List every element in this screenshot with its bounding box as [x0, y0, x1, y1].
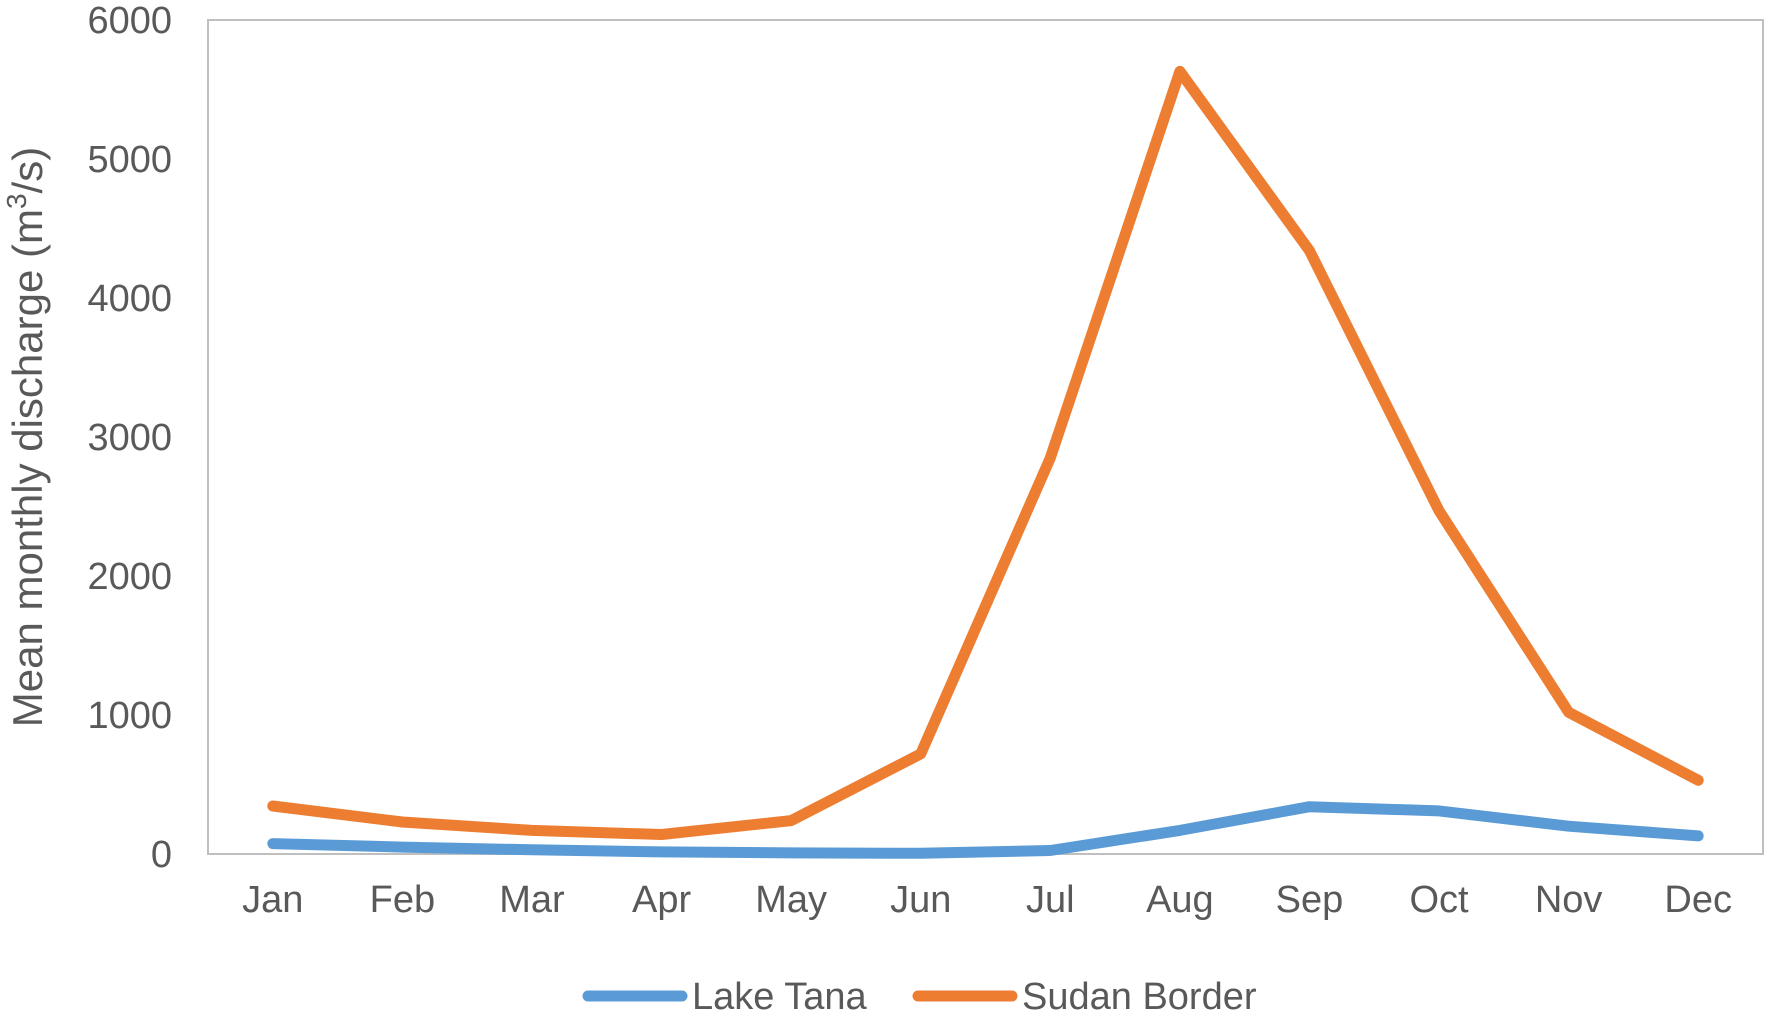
data-point: [1179, 829, 1181, 831]
y-axis-title-superscript: 3: [1, 193, 32, 209]
data-point: [1568, 825, 1570, 827]
y-axis-title: Mean monthly discharge (m3/s): [1, 147, 51, 727]
data-point: [1179, 70, 1181, 72]
legend-label: Lake Tana: [692, 976, 868, 1015]
x-tick-label: Dec: [1664, 879, 1732, 921]
x-tick-label: Oct: [1409, 879, 1469, 921]
data-point: [1697, 779, 1699, 781]
data-point: [1697, 835, 1699, 837]
legend-label: Sudan Border: [1022, 976, 1257, 1015]
series-line-lake-tana: [267, 801, 1704, 859]
y-tick-label: 6000: [87, 0, 172, 42]
series-lines: [267, 65, 1704, 859]
data-point: [1049, 457, 1051, 459]
data-point: [1308, 806, 1310, 808]
series-line-sudan-border: [267, 65, 1704, 840]
data-point: [790, 852, 792, 854]
data-point: [1438, 810, 1440, 812]
y-axis-tick-labels: 0 1000 2000 3000 4000 5000 6000: [87, 0, 172, 876]
data-point: [531, 829, 533, 831]
data-point: [272, 805, 274, 807]
y-tick-label: 0: [151, 834, 172, 876]
data-point: [920, 852, 922, 854]
data-point: [1049, 850, 1051, 852]
x-tick-label: May: [755, 879, 827, 921]
data-point: [661, 834, 663, 836]
x-tick-label: Mar: [499, 879, 565, 921]
data-point: [1568, 711, 1570, 713]
data-point: [531, 849, 533, 851]
y-axis-title-suffix: /s): [4, 147, 51, 194]
data-point: [661, 851, 663, 853]
x-tick-label: Jul: [1026, 879, 1075, 921]
x-tick-label: Jan: [242, 879, 303, 921]
data-point: [1308, 250, 1310, 252]
plot-area: [207, 19, 1764, 855]
y-axis-title-prefix: Mean monthly discharge (m: [4, 209, 51, 727]
data-point: [272, 843, 274, 845]
y-tick-label: 3000: [87, 417, 172, 459]
legend: Lake Tana Sudan Border: [582, 976, 1257, 1015]
x-axis-tick-labels: Jan Feb Mar Apr May Jun Jul Aug Sep Oct Nov Dec: [242, 879, 1732, 921]
x-tick-label: Jun: [890, 879, 951, 921]
x-tick-label: Feb: [370, 879, 435, 921]
x-tick-label: Apr: [632, 879, 691, 921]
x-tick-label: Aug: [1146, 879, 1214, 921]
y-tick-label: 5000: [87, 139, 172, 181]
data-point: [1438, 510, 1440, 512]
data-point: [401, 821, 403, 823]
y-tick-label: 2000: [87, 556, 172, 598]
data-point: [920, 753, 922, 755]
x-tick-label: Sep: [1276, 879, 1344, 921]
data-point: [790, 820, 792, 822]
x-tick-label: Nov: [1535, 879, 1603, 921]
data-point: [401, 846, 403, 848]
y-tick-label: 4000: [87, 278, 172, 320]
y-tick-label: 1000: [87, 695, 172, 737]
